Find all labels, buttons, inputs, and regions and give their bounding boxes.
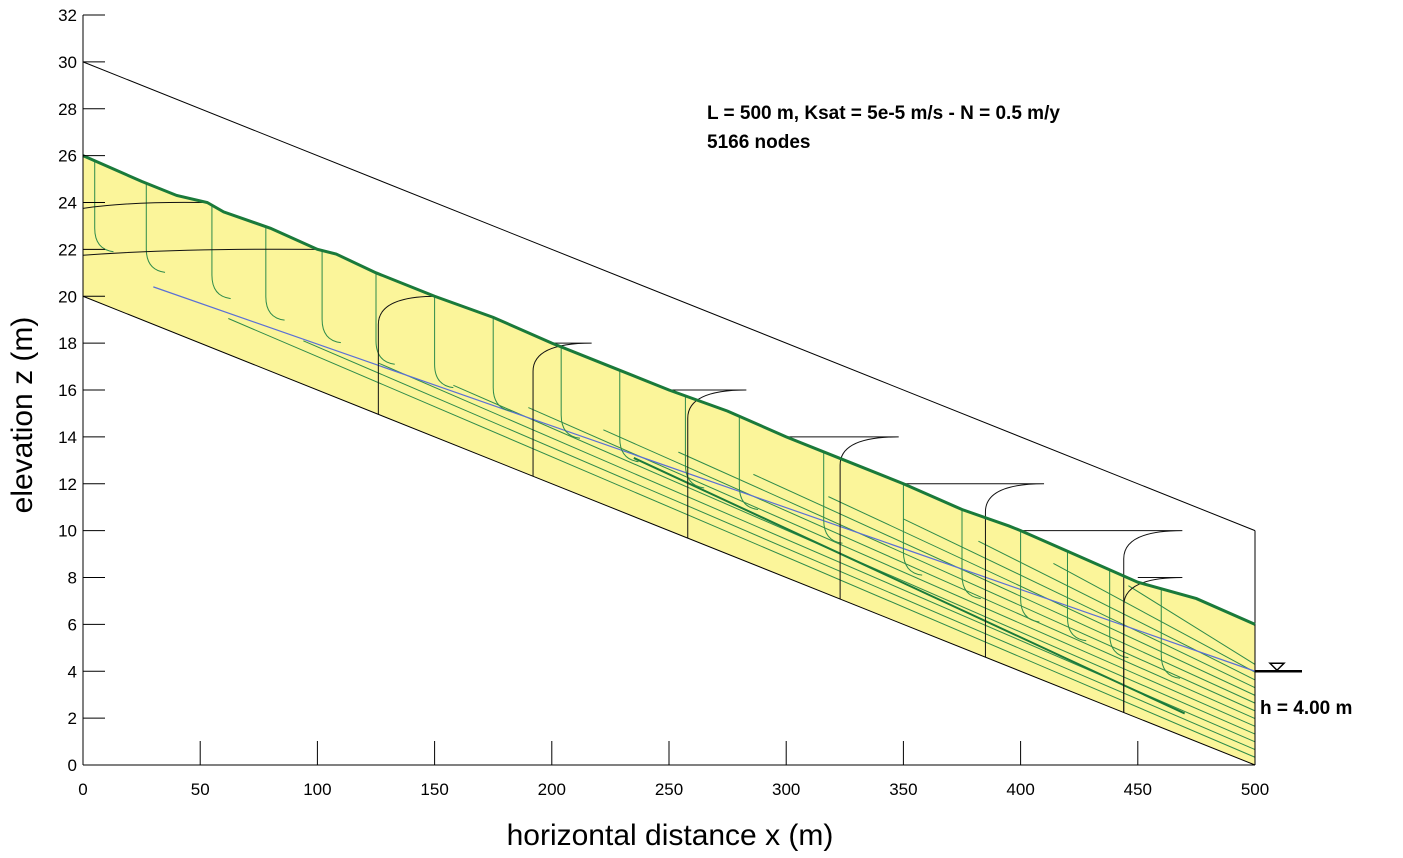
streamline-vertical [434,296,454,389]
equipotential-line [1020,530,1183,713]
y-tick-label: 2 [68,709,77,728]
x-tick-label: 150 [420,780,448,799]
streamline-vertical [375,272,395,365]
x-tick-label: 450 [1124,780,1152,799]
streamline-lower [528,407,1256,727]
streamline-lower [303,340,1256,750]
streamline-lower [228,318,1256,758]
streamline-vertical [1066,551,1087,642]
streamline-layer [94,160,1256,758]
annotation-nodes: 5166 nodes [707,132,811,153]
streamline-band [633,457,1186,715]
y-tick-label: 20 [58,287,77,306]
blue-flow-line [153,286,1256,672]
y-tick-label: 24 [58,194,77,213]
y-tick-label: 32 [58,6,77,25]
x-tick-label: 350 [889,780,917,799]
streamline-lower [1128,585,1256,665]
y-tick-label: 30 [58,53,77,72]
y-axis-title: elevation z (m) [6,317,39,514]
equipotential-line [1123,577,1183,713]
y-tick-label: 16 [58,381,77,400]
y-tick-label: 4 [68,662,77,681]
x-tick-label: 100 [303,780,331,799]
streamline-vertical [94,160,114,253]
equipotential-line [82,201,205,209]
y-tick-label: 22 [58,240,77,259]
annotation-parameters: L = 500 m, Ksat = 5e-5 m/s - N = 0.5 m/y [707,103,1060,124]
annotation-water-level: h = 4.00 m [1260,698,1352,719]
streamline-vertical [961,509,981,600]
y-tick-label: 10 [58,522,77,541]
y-tick-label: 14 [58,428,77,447]
streamline-lower [603,429,1256,720]
streamline-vertical [321,250,341,344]
streamline-vertical [738,416,759,511]
y-tick-label: 12 [58,475,77,494]
streamline-vertical [211,205,231,300]
water-level-triangle-icon [1268,662,1286,672]
streamline-vertical [145,183,166,273]
x-tick-label: 400 [1006,780,1034,799]
y-tick-label: 26 [58,147,77,166]
x-tick-label: 500 [1241,780,1269,799]
streamline-vertical [823,451,843,544]
x-tick-label: 250 [655,780,683,799]
water-table-line [82,154,1256,626]
streamline-vertical [684,395,705,489]
equipotential-line [82,248,318,256]
streamline-vertical [619,370,639,463]
streamline-lower [678,451,1256,712]
streamline-vertical [1160,588,1181,679]
x-axis-title: horizontal distance x (m) [507,819,834,852]
equipotential-line [903,483,1045,658]
streamline-vertical [1109,569,1129,659]
equipotential-line [669,389,747,539]
boundary-layer [82,61,1302,766]
equipotential-line [786,436,899,600]
bedrock-line [82,295,1256,766]
y-tick-label: 6 [68,615,77,634]
streamline-vertical [560,346,580,439]
y-tick-label: 28 [58,100,77,119]
streamline-lower [828,496,1256,696]
streamline-lower [753,473,1256,704]
land-surface-line [82,61,1256,532]
x-tick-label: 200 [538,780,566,799]
x-tick-label: 50 [191,780,210,799]
streamline-lower [1053,562,1256,673]
streamline-vertical [1020,530,1040,623]
y-tick-label: 18 [58,334,77,353]
y-tick-label: 0 [68,756,77,775]
x-tick-label: 0 [78,780,87,799]
equipotential-line [532,342,592,477]
streamline-vertical [902,483,923,576]
streamline-lower [978,540,1256,681]
streamline-vertical [265,226,285,321]
x-tick-label: 300 [772,780,800,799]
streamline-vertical [492,317,513,412]
y-tick-label: 8 [68,569,77,588]
